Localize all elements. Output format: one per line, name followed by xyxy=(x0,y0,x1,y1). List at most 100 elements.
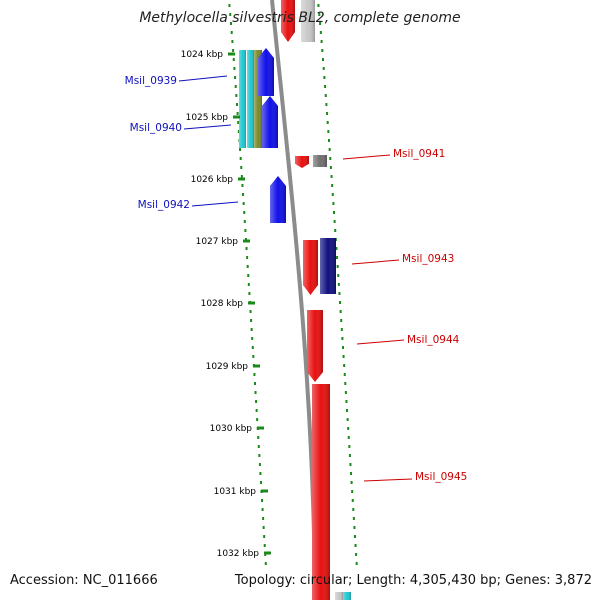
inner-track-dot xyxy=(326,112,329,115)
inner-track-dot xyxy=(355,562,358,565)
inner-track-dot xyxy=(331,193,334,196)
gene-msil-0940[interactable] xyxy=(262,96,278,148)
gene-msil-0940-olive[interactable] xyxy=(254,50,262,148)
inner-track-dot xyxy=(343,364,346,367)
gene-msil-0945[interactable] xyxy=(312,384,330,600)
inner-track-dot xyxy=(351,499,354,502)
gene-top-gray[interactable] xyxy=(301,0,315,42)
inner-track-dot xyxy=(348,445,351,448)
outer-track-dot xyxy=(241,184,244,187)
outer-track-dot xyxy=(246,256,249,259)
inner-track-dot xyxy=(354,544,357,547)
inner-track-dot xyxy=(353,535,356,538)
outer-track-dot xyxy=(259,472,262,475)
gene-msil-0941-gray[interactable] xyxy=(313,155,327,167)
gene-msil-0942[interactable] xyxy=(270,176,286,223)
gene-msil-0944[interactable] xyxy=(307,310,323,382)
inner-track-dot xyxy=(343,373,346,376)
outer-track-dot xyxy=(242,202,245,205)
outer-track-dot xyxy=(250,319,253,322)
gene-top-red[interactable] xyxy=(281,0,295,42)
outer-track-dot xyxy=(247,283,250,286)
gene-msil-0943[interactable] xyxy=(303,240,318,295)
outer-track-dot xyxy=(243,220,246,223)
inner-track-dot xyxy=(320,40,323,43)
gene-label-msil-0939[interactable]: Msil_0939 xyxy=(125,75,177,87)
inner-track-dot xyxy=(339,301,342,304)
genome-stats-text: Topology: circular; Length: 4,305,430 bp… xyxy=(234,573,592,588)
outer-track-dot xyxy=(243,211,246,214)
inner-track-dot xyxy=(333,211,336,214)
genome-backbone xyxy=(270,0,317,600)
inner-track-dots xyxy=(317,4,358,565)
inner-track-dot xyxy=(324,85,327,88)
gene-msil-0939-cyan[interactable] xyxy=(239,50,246,148)
inner-track-dot xyxy=(331,184,334,187)
outer-track-dot xyxy=(239,148,242,151)
outer-track-dot xyxy=(255,409,258,412)
genome-title: Methylocella silvestris BL2, complete ge… xyxy=(139,10,461,26)
inner-track-dot xyxy=(352,517,355,520)
tick-label: 1027 kbp xyxy=(196,237,239,247)
inner-track-dot xyxy=(335,247,338,250)
outer-track-dot xyxy=(258,463,261,466)
inner-track-dot xyxy=(327,130,330,133)
outer-track-dot xyxy=(229,22,232,25)
inner-track-dot xyxy=(346,418,349,421)
tick-mark xyxy=(233,115,240,119)
gene-bottom-gray[interactable] xyxy=(335,592,343,600)
inner-track-dot xyxy=(339,310,342,313)
gene-bottom-cyan[interactable] xyxy=(343,592,351,600)
gene-label-msil-0945[interactable]: Msil_0945 xyxy=(415,471,467,483)
outer-track-dot xyxy=(251,337,254,340)
inner-track-dot xyxy=(322,58,325,61)
inner-track-dot xyxy=(340,319,343,322)
outer-track-dot xyxy=(261,499,264,502)
tick-mark xyxy=(253,364,260,368)
gene-labels: Msil_0939 Msil_0940 Msil_0942 Msil_0941 Msil… xyxy=(125,75,468,483)
outer-track-dot xyxy=(250,328,253,331)
gene-msil-0939[interactable] xyxy=(258,48,274,96)
inner-track-dot xyxy=(327,139,330,142)
gene-features xyxy=(239,0,351,600)
inner-track-dot xyxy=(323,76,326,79)
outer-track-dot xyxy=(234,85,237,88)
tick-mark xyxy=(228,52,235,56)
gene-msil-0941[interactable] xyxy=(295,156,309,168)
gene-label-msil-0941[interactable]: Msil_0941 xyxy=(393,148,445,160)
outer-track-dot xyxy=(242,193,245,196)
gene-msil-0943-navy[interactable] xyxy=(320,238,336,294)
inner-track-dot xyxy=(344,382,347,385)
tick-label: 1025 kbp xyxy=(186,113,229,123)
inner-track-dot xyxy=(340,328,343,331)
gene-label-msil-0940[interactable]: Msil_0940 xyxy=(130,122,182,134)
gene-msil-0939-cyan-2[interactable] xyxy=(247,50,254,148)
inner-track-dot xyxy=(324,94,327,97)
gene-label-msil-0943[interactable]: Msil_0943 xyxy=(402,253,454,265)
outer-track-dot xyxy=(245,247,248,250)
inner-track-dot xyxy=(344,391,347,394)
tick-label: 1024 kbp xyxy=(181,50,224,60)
outer-track-dot xyxy=(262,526,265,529)
label-leader-line xyxy=(356,339,405,345)
tick-label: 1029 kbp xyxy=(206,362,249,372)
outer-track-dot xyxy=(228,4,231,7)
outer-track-dot xyxy=(240,175,243,178)
outer-track-dot xyxy=(261,508,264,511)
tick-mark xyxy=(257,426,264,430)
inner-track-dot xyxy=(349,463,352,466)
inner-track-dot xyxy=(337,274,340,277)
inner-track-dot xyxy=(336,256,339,259)
tick-mark xyxy=(243,239,250,243)
inner-track-dot xyxy=(328,148,331,151)
tick-label: 1028 kbp xyxy=(201,299,244,309)
gene-label-msil-0942[interactable]: Msil_0942 xyxy=(138,199,190,211)
inner-track-dot xyxy=(329,157,332,160)
inner-track-dot xyxy=(355,553,358,556)
outer-track-dot xyxy=(235,103,238,106)
outer-track-dot xyxy=(253,373,256,376)
gene-label-msil-0944[interactable]: Msil_0944 xyxy=(407,334,460,346)
tick-label: 1026 kbp xyxy=(191,175,234,185)
